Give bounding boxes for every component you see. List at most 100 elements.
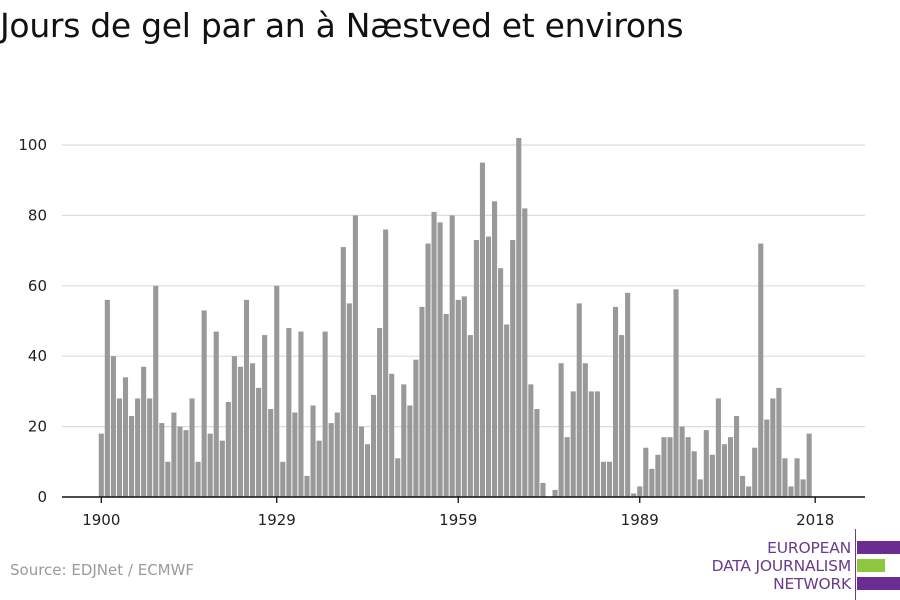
bar	[213, 331, 219, 497]
bar	[691, 451, 697, 497]
bar	[316, 440, 322, 497]
bar	[98, 433, 104, 497]
bar	[667, 437, 673, 497]
bar	[770, 398, 776, 497]
bar	[183, 430, 189, 497]
bar	[794, 458, 800, 497]
y-tick-label: 0	[37, 488, 47, 506]
y-axis-labels: 0 20 40 60 80 100	[18, 136, 47, 506]
bar	[129, 416, 135, 497]
bar	[231, 356, 237, 497]
bar	[237, 366, 243, 497]
bar	[334, 412, 340, 497]
bar	[189, 398, 195, 497]
bar	[782, 458, 788, 497]
bar	[340, 247, 346, 497]
bar	[310, 405, 316, 497]
bar	[153, 285, 159, 497]
bar	[389, 373, 395, 497]
bar	[534, 409, 540, 497]
logo-line-2: DATA JOURNALISM	[711, 557, 852, 575]
bar	[352, 215, 358, 497]
bar	[110, 356, 116, 497]
bar	[171, 412, 177, 497]
bar	[274, 285, 280, 497]
edjnet-logo: EUROPEAN DATA JOURNALISM NETWORK	[700, 529, 900, 600]
bars	[98, 137, 812, 498]
bar	[219, 440, 225, 497]
y-tick-label: 100	[18, 136, 47, 154]
bar	[165, 461, 171, 497]
bar	[661, 437, 667, 497]
bar	[637, 486, 643, 497]
bar	[479, 162, 485, 497]
bar	[280, 461, 286, 497]
y-tick-label: 80	[28, 206, 47, 224]
bar	[485, 236, 492, 497]
bar	[540, 482, 546, 497]
bar	[243, 299, 250, 497]
bar	[492, 201, 498, 497]
bar	[177, 426, 183, 497]
bar	[740, 475, 746, 497]
bar	[322, 331, 328, 497]
bar	[504, 324, 510, 497]
bar	[709, 454, 715, 497]
bar	[461, 296, 467, 497]
source-note: Source: EDJNet / ECMWF	[10, 561, 195, 579]
bar	[195, 461, 201, 497]
x-tick-label: 2018	[796, 511, 834, 529]
bar	[697, 479, 703, 497]
bar	[558, 363, 564, 497]
bar	[715, 398, 721, 497]
bar	[207, 433, 213, 497]
y-tick-label: 40	[28, 347, 47, 365]
bar	[576, 303, 582, 497]
bar	[437, 222, 443, 497]
logo-separator	[855, 529, 856, 600]
bar	[764, 419, 770, 497]
bar	[721, 444, 727, 497]
bar	[358, 426, 364, 497]
bar	[262, 335, 268, 497]
bar	[510, 240, 516, 498]
bar	[473, 240, 479, 498]
bar	[256, 387, 262, 497]
bar	[631, 493, 637, 497]
bar	[116, 398, 122, 497]
bar	[528, 384, 534, 497]
bar	[401, 384, 407, 497]
bar	[225, 401, 231, 497]
bar	[564, 437, 570, 497]
bar	[346, 303, 352, 497]
bar	[104, 299, 110, 497]
bar	[425, 243, 431, 497]
bar	[395, 458, 401, 497]
bar	[600, 461, 606, 497]
y-tick-label: 20	[28, 418, 47, 436]
bar	[364, 444, 371, 497]
bar	[649, 468, 655, 497]
logo-line-1: EUROPEAN	[767, 539, 851, 557]
logo-purple-bar-top	[857, 541, 900, 554]
bar	[286, 328, 292, 497]
bar	[522, 208, 528, 498]
bar	[431, 211, 437, 497]
bar	[806, 433, 812, 497]
bar	[582, 363, 588, 497]
bar	[619, 335, 625, 497]
bar	[122, 377, 129, 497]
bar	[455, 299, 461, 497]
y-tick-label: 60	[28, 277, 47, 295]
bar	[800, 479, 806, 497]
bar	[419, 306, 425, 497]
bar	[625, 292, 631, 497]
bar	[413, 359, 419, 497]
bar	[570, 391, 576, 497]
x-axis	[62, 496, 865, 503]
bar	[407, 405, 413, 497]
bar	[449, 215, 455, 497]
bar	[147, 398, 153, 497]
bar	[498, 268, 504, 497]
bar	[588, 391, 594, 497]
